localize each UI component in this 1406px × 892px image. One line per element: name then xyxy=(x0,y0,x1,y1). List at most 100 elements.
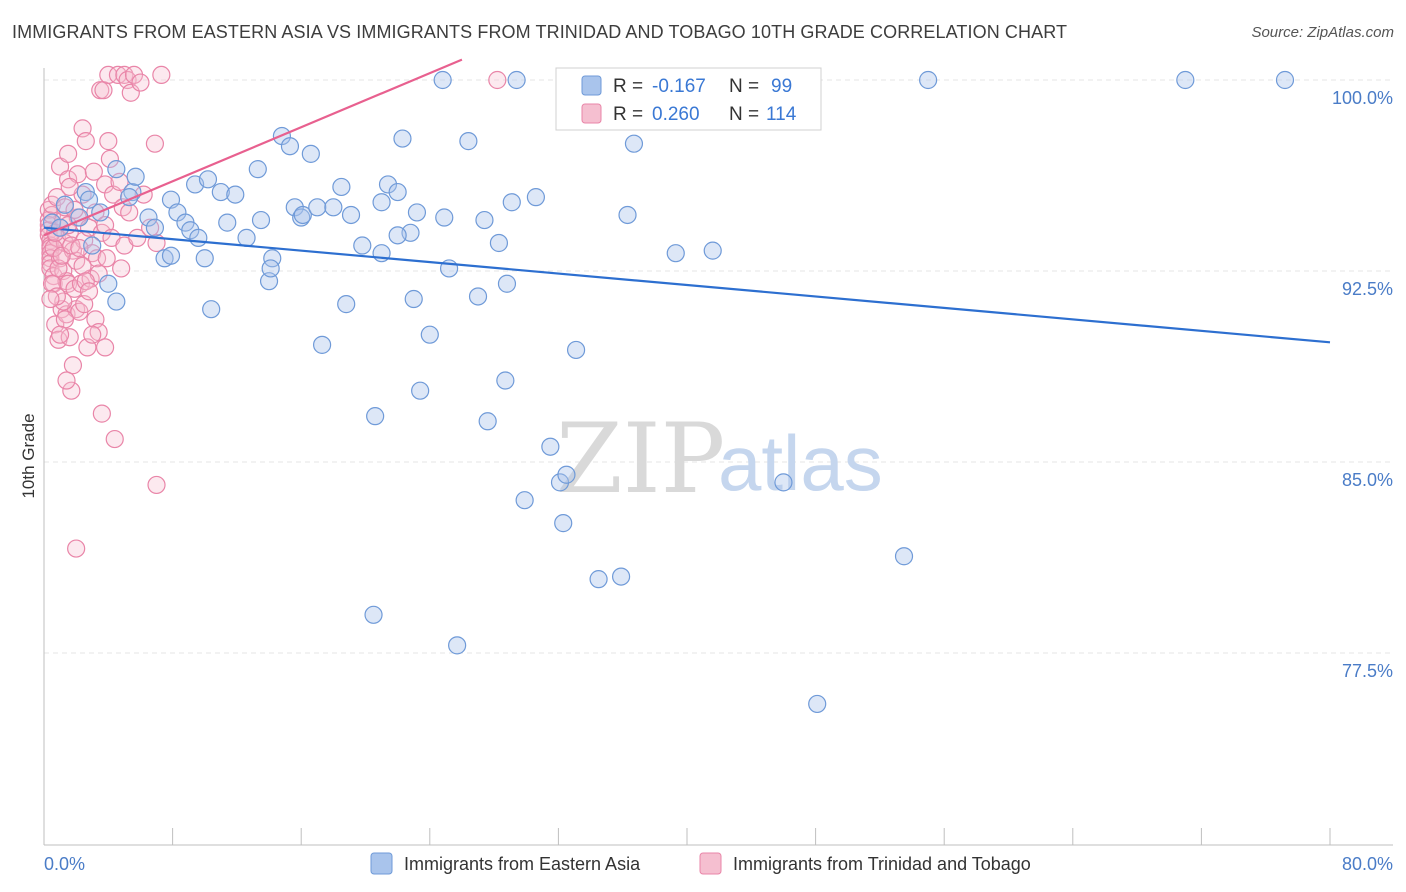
blue-point xyxy=(618,205,637,225)
blue-point xyxy=(324,198,343,217)
blue-point xyxy=(919,70,938,90)
blue-point xyxy=(388,226,407,245)
blue-point xyxy=(107,292,126,311)
blue-point xyxy=(218,213,237,232)
pink-point xyxy=(145,134,165,153)
blue-point xyxy=(198,170,218,189)
pink-point xyxy=(124,65,144,85)
blue-point xyxy=(489,233,509,253)
blue-point xyxy=(195,249,214,268)
pink-point xyxy=(84,162,103,181)
blue-trendline xyxy=(43,226,1331,344)
blue-point xyxy=(341,205,361,225)
y-tick-label: 77.5% xyxy=(1342,661,1393,681)
blue-point xyxy=(448,636,467,655)
pink-point xyxy=(57,371,76,390)
series-trinidad-points xyxy=(39,65,507,558)
blue-point xyxy=(211,182,230,202)
blue-point xyxy=(202,300,221,319)
blue-point xyxy=(248,160,267,179)
blue-point xyxy=(808,694,827,714)
blue-point xyxy=(502,193,521,212)
legend-r-value-pink: 0.260 xyxy=(652,104,700,125)
pink-point xyxy=(76,272,95,291)
pink-point xyxy=(76,132,95,151)
blue-point xyxy=(226,185,245,204)
series-legend: Immigrants from Eastern Asia Immigrants … xyxy=(370,852,1031,875)
legend-r-value-blue: -0.167 xyxy=(652,76,706,97)
pink-point xyxy=(99,132,118,151)
pink-point xyxy=(79,282,99,301)
pink-point xyxy=(50,325,70,344)
blue-point xyxy=(79,190,99,209)
legend-n-label-blue: N = xyxy=(729,76,759,97)
pink-point xyxy=(112,259,131,278)
source-label: Source: ZipAtlas.com xyxy=(1251,24,1394,41)
pink-point xyxy=(83,325,102,344)
pink-point xyxy=(46,315,65,334)
blue-point xyxy=(433,70,452,90)
blue-point xyxy=(83,236,102,255)
pink-point xyxy=(152,65,171,85)
pink-point xyxy=(120,203,139,222)
blue-point xyxy=(566,340,586,360)
blue-point xyxy=(468,287,488,306)
blue-point xyxy=(411,381,430,400)
pink-point xyxy=(59,144,78,163)
pink-point xyxy=(59,170,78,189)
stats-legend: R = -0.167 N = 99 R = 0.260 N = 114 xyxy=(555,67,822,131)
blue-point xyxy=(55,195,74,214)
pink-point xyxy=(115,65,134,85)
y-tick-label: 85.0% xyxy=(1342,470,1393,490)
blue-point xyxy=(420,325,439,344)
pink-point xyxy=(67,539,86,558)
legend-swatch-blue xyxy=(581,75,602,96)
blue-point xyxy=(475,210,494,230)
blue-point xyxy=(478,412,497,431)
grid-lines xyxy=(44,79,1393,654)
pink-point xyxy=(92,404,111,423)
blue-point xyxy=(366,407,385,426)
blue-point xyxy=(407,203,427,222)
pink-point xyxy=(41,244,60,263)
legend-n-value-pink: 114 xyxy=(766,104,797,125)
series-legend-swatch-pink xyxy=(699,852,722,875)
blue-point xyxy=(280,137,300,156)
watermark: ZIP atlas xyxy=(556,403,883,515)
pink-point xyxy=(95,338,115,357)
pink-point xyxy=(105,429,124,449)
pink-point xyxy=(63,356,83,375)
blue-point xyxy=(459,132,478,151)
blue-point xyxy=(161,246,181,265)
pink-point xyxy=(94,81,113,100)
blue-point xyxy=(496,371,515,390)
blue-point xyxy=(774,473,793,492)
blue-point xyxy=(372,193,391,212)
y-axis-title: 10th Grade xyxy=(19,413,38,498)
pink-point xyxy=(41,289,60,309)
blue-point xyxy=(541,437,560,456)
blue-point xyxy=(589,570,608,589)
blue-point xyxy=(312,335,332,354)
legend-r-label-pink: R = xyxy=(613,104,643,125)
blue-point xyxy=(261,259,280,278)
blue-point xyxy=(251,210,271,230)
x-tick-marks xyxy=(43,828,1331,845)
blue-point xyxy=(353,236,372,255)
blue-point xyxy=(189,228,208,247)
blue-point xyxy=(624,134,644,153)
blue-point xyxy=(1275,70,1295,90)
pink-point xyxy=(62,381,81,400)
legend-r-label-blue: R = xyxy=(613,76,643,97)
blue-point xyxy=(507,70,526,90)
watermark-atlas: atlas xyxy=(718,419,883,507)
pink-point xyxy=(100,149,120,169)
blue-point xyxy=(703,241,722,260)
series-legend-swatch-blue xyxy=(370,852,393,875)
blue-point xyxy=(515,491,534,510)
blue-point xyxy=(557,465,576,484)
series-legend-label-pink: Immigrants from Trinidad and Tobago xyxy=(733,854,1031,874)
blue-point xyxy=(308,198,327,217)
series-legend-label-blue: Immigrants from Eastern Asia xyxy=(404,854,641,874)
y-tick-label: 92.5% xyxy=(1342,279,1393,299)
